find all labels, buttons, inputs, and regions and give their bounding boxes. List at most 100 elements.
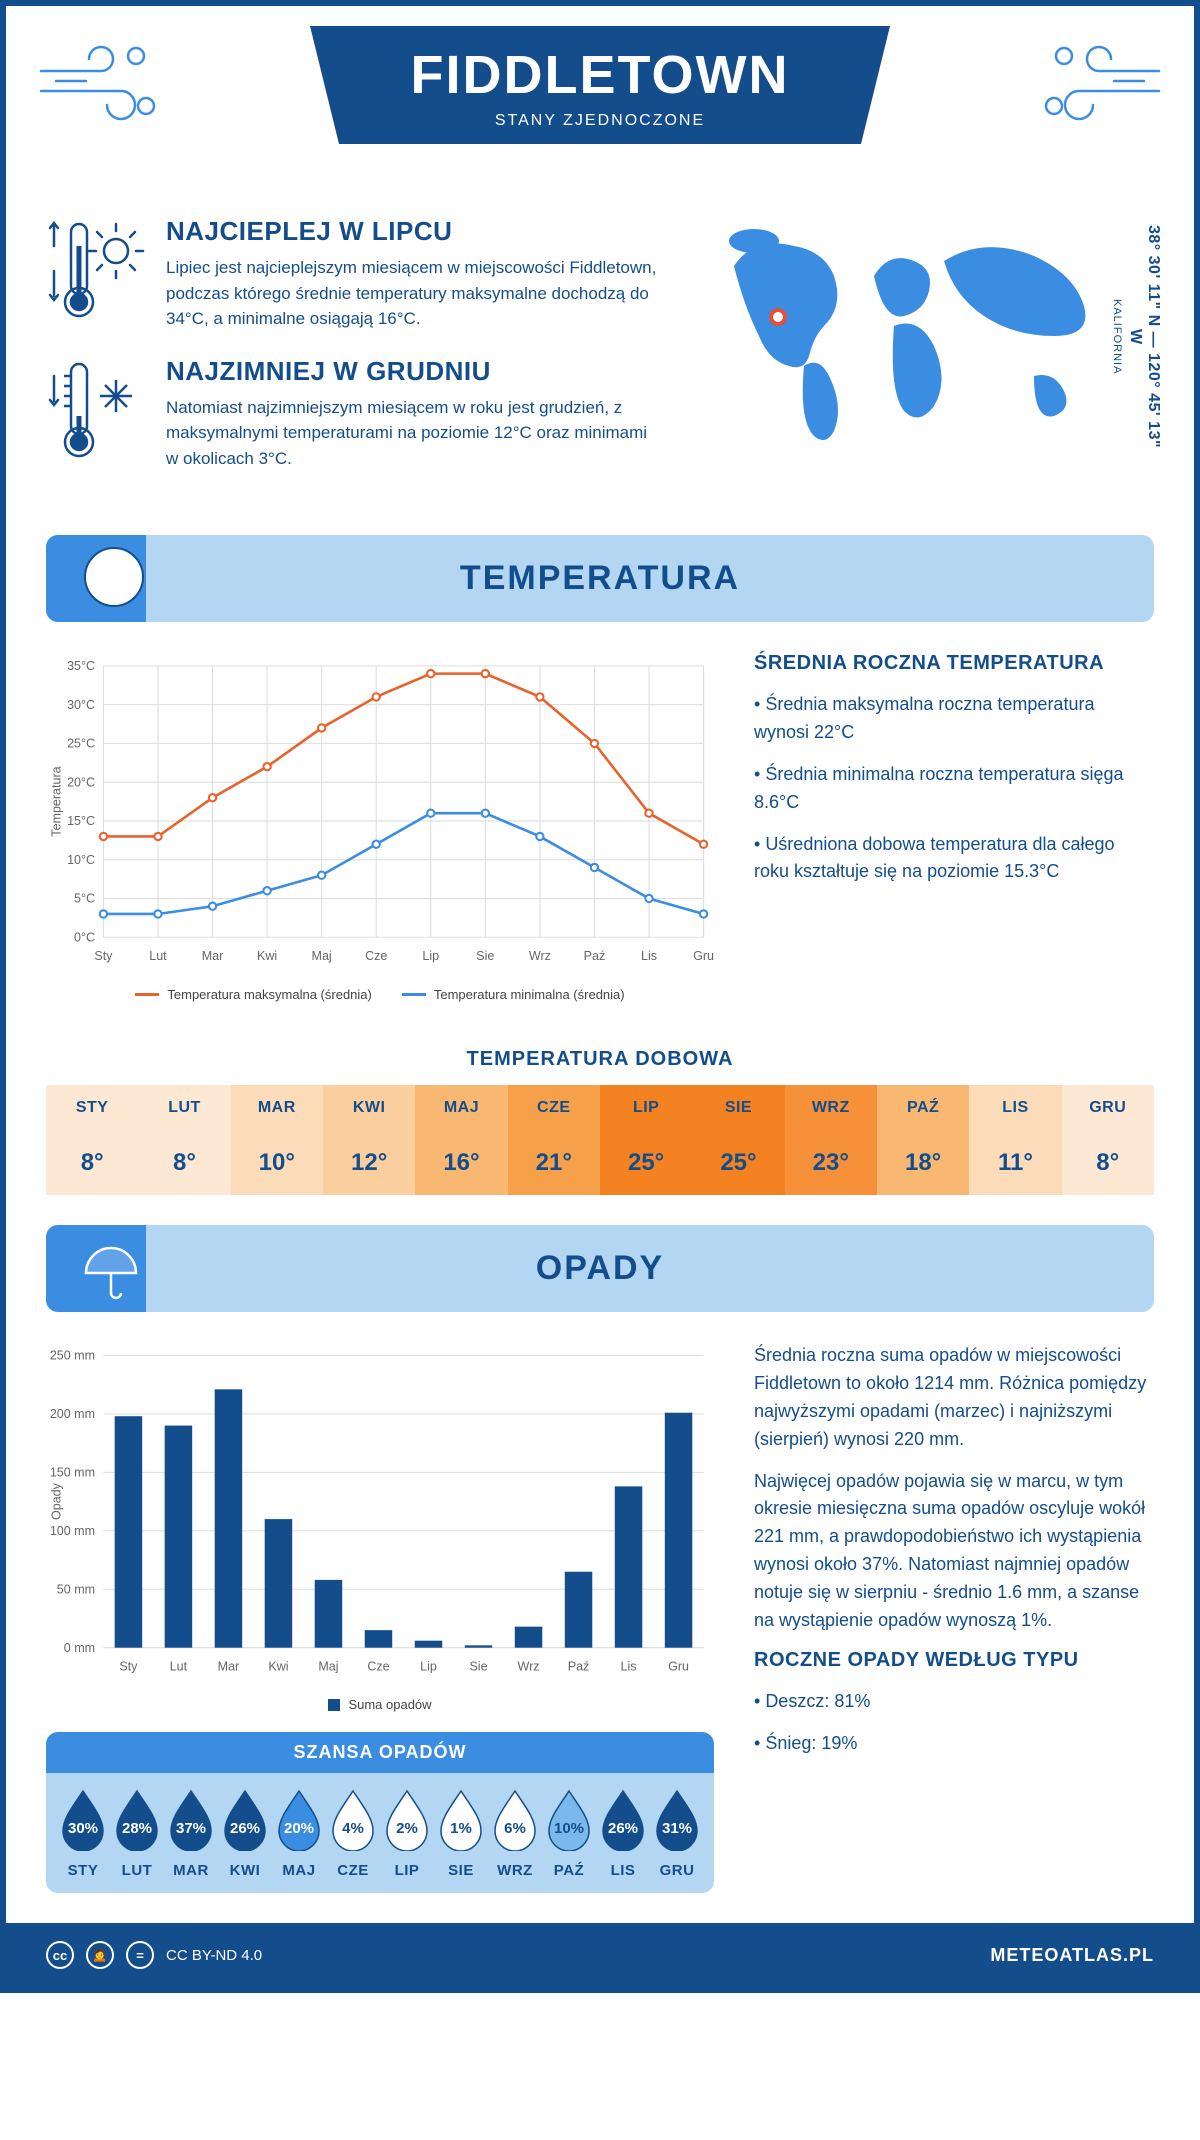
svg-text:Wrz: Wrz bbox=[518, 1660, 540, 1674]
precip-type-bullet: Śnieg: 19% bbox=[754, 1730, 1154, 1758]
svg-text:Paź: Paź bbox=[568, 1660, 590, 1674]
svg-text:0 mm: 0 mm bbox=[64, 1641, 95, 1655]
heat-cell: MAR10° bbox=[231, 1085, 323, 1195]
precip-type-bullets: Deszcz: 81% Śnieg: 19% bbox=[754, 1688, 1154, 1758]
temperature-legend: Temperatura maksymalna (średnia) Tempera… bbox=[46, 987, 714, 1002]
svg-text:20°C: 20°C bbox=[67, 775, 95, 789]
svg-text:Wrz: Wrz bbox=[529, 949, 551, 963]
svg-text:Lis: Lis bbox=[641, 949, 657, 963]
chance-title: SZANSA OPADÓW bbox=[56, 1742, 704, 1763]
precipitation-legend: Suma opadów bbox=[46, 1697, 714, 1712]
world-map bbox=[694, 216, 1114, 456]
svg-text:37%: 37% bbox=[176, 1820, 206, 1837]
coldest-block: NAJZIMNIEJ W GRUDNIU Natomiast najzimnie… bbox=[46, 356, 664, 472]
svg-text:Mar: Mar bbox=[202, 949, 224, 963]
temperature-info: ŚREDNIA ROCZNA TEMPERATURA Średnia maksy… bbox=[754, 652, 1154, 1002]
chance-drop: 30%STY bbox=[56, 1787, 110, 1879]
chance-drop: 37%MAR bbox=[164, 1787, 218, 1879]
svg-text:Lis: Lis bbox=[621, 1660, 637, 1674]
sun-icon bbox=[84, 547, 144, 607]
svg-text:Cze: Cze bbox=[367, 1660, 389, 1674]
svg-text:Maj: Maj bbox=[312, 949, 332, 963]
chance-drop: 10%PAŹ bbox=[542, 1787, 596, 1879]
chance-drop: 4%CZE bbox=[326, 1787, 380, 1879]
svg-text:Lip: Lip bbox=[420, 1660, 437, 1674]
intro-row: NAJCIEPLEJ W LIPCU Lipiec jest najcieple… bbox=[6, 216, 1194, 525]
hottest-body: Lipiec jest najcieplejszym miesiącem w m… bbox=[166, 255, 664, 332]
intro-right: 38° 30' 11" N — 120° 45' 13" W KALIFORNI… bbox=[694, 216, 1154, 495]
svg-text:Opady: Opady bbox=[50, 1482, 64, 1520]
svg-text:Gru: Gru bbox=[668, 1660, 689, 1674]
svg-text:Paź: Paź bbox=[584, 949, 606, 963]
footer-license: cc 🙍 = CC BY-ND 4.0 bbox=[46, 1941, 262, 1969]
precip-type-bullet: Deszcz: 81% bbox=[754, 1688, 1154, 1716]
temperature-content: 0°C5°C10°C15°C20°C25°C30°C35°CStyLutMarK… bbox=[6, 652, 1194, 1032]
heat-cell: KWI12° bbox=[323, 1085, 415, 1195]
umbrella-icon bbox=[76, 1233, 146, 1303]
thermometer-cold-icon bbox=[46, 356, 146, 466]
svg-text:Sty: Sty bbox=[119, 1660, 138, 1674]
chance-row: 30%STY28%LUT37%MAR26%KWI20%MAJ4%CZE2%LIP… bbox=[46, 1773, 714, 1893]
heat-cell: WRZ23° bbox=[785, 1085, 877, 1195]
coldest-title: NAJZIMNIEJ W GRUDNIU bbox=[166, 356, 664, 387]
heat-cell: SIE25° bbox=[692, 1085, 784, 1195]
svg-text:Gru: Gru bbox=[693, 949, 714, 963]
heat-cell: STY8° bbox=[46, 1085, 138, 1195]
coords-text: 38° 30' 11" N — 120° 45' 13" W bbox=[1127, 225, 1162, 448]
hottest-title: NAJCIEPLEJ W LIPCU bbox=[166, 216, 664, 247]
precip-type-title: ROCZNE OPADY WEDŁUG TYPU bbox=[754, 1649, 1154, 1672]
precipitation-content: 0 mm50 mm100 mm150 mm200 mm250 mmStyLutM… bbox=[6, 1342, 1194, 1923]
temp-bullet: Średnia minimalna roczna temperatura się… bbox=[754, 761, 1154, 817]
chance-drop: 28%LUT bbox=[110, 1787, 164, 1879]
footer: cc 🙍 = CC BY-ND 4.0 METEOATLAS.PL bbox=[6, 1923, 1194, 1987]
svg-text:4%: 4% bbox=[342, 1820, 364, 1837]
svg-text:Lut: Lut bbox=[149, 949, 167, 963]
intro-left: NAJCIEPLEJ W LIPCU Lipiec jest najcieple… bbox=[46, 216, 664, 495]
precip-para2: Najwięcej opadów pojawia się w marcu, w … bbox=[754, 1468, 1154, 1635]
temperature-chart-area: 0°C5°C10°C15°C20°C25°C30°C35°CStyLutMarK… bbox=[46, 652, 714, 1002]
coordinates: 38° 30' 11" N — 120° 45' 13" W KALIFORNI… bbox=[1108, 222, 1162, 452]
legend-max: Temperatura maksymalna (średnia) bbox=[167, 987, 371, 1002]
daily-temp-table: STY8°LUT8°MAR10°KWI12°MAJ16°CZE21°LIP25°… bbox=[46, 1085, 1154, 1195]
heat-cell: LIP25° bbox=[600, 1085, 692, 1195]
svg-text:30°C: 30°C bbox=[67, 698, 95, 712]
svg-text:5°C: 5°C bbox=[74, 892, 95, 906]
chance-drop: 26%LIS bbox=[596, 1787, 650, 1879]
temperature-banner: TEMPERATURA bbox=[46, 535, 1154, 622]
thermometer-hot-icon bbox=[46, 216, 146, 326]
svg-text:30%: 30% bbox=[68, 1820, 98, 1837]
temp-info-title: ŚREDNIA ROCZNA TEMPERATURA bbox=[754, 652, 1154, 675]
svg-text:25°C: 25°C bbox=[67, 737, 95, 751]
svg-text:0°C: 0°C bbox=[74, 930, 95, 944]
temp-bullet: Średnia maksymalna roczna temperatura wy… bbox=[754, 691, 1154, 747]
header: FIDDLETOWN STANY ZJEDNOCZONE bbox=[6, 6, 1194, 216]
svg-text:Mar: Mar bbox=[218, 1660, 240, 1674]
svg-text:Sie: Sie bbox=[476, 949, 494, 963]
precipitation-banner: OPADY bbox=[46, 1225, 1154, 1312]
precip-para1: Średnia roczna suma opadów w miejscowośc… bbox=[754, 1342, 1154, 1454]
svg-text:2%: 2% bbox=[396, 1820, 418, 1837]
svg-text:Kwi: Kwi bbox=[257, 949, 277, 963]
svg-text:Kwi: Kwi bbox=[268, 1660, 288, 1674]
title-banner: FIDDLETOWN STANY ZJEDNOCZONE bbox=[310, 26, 890, 144]
precipitation-bar-chart: 0 mm50 mm100 mm150 mm200 mm250 mmStyLutM… bbox=[46, 1342, 714, 1682]
chance-drop: 2%LIP bbox=[380, 1787, 434, 1879]
chance-drop: 20%MAJ bbox=[272, 1787, 326, 1879]
heat-cell: CZE21° bbox=[508, 1085, 600, 1195]
coldest-body: Natomiast najzimniejszym miesiącem w rok… bbox=[166, 395, 664, 472]
cc-icon: cc bbox=[46, 1941, 74, 1969]
svg-text:Temperatura: Temperatura bbox=[50, 766, 64, 836]
precipitation-info: Średnia roczna suma opadów w miejscowośc… bbox=[754, 1342, 1154, 1893]
svg-text:10°C: 10°C bbox=[67, 853, 95, 867]
svg-text:15°C: 15°C bbox=[67, 814, 95, 828]
chance-banner: SZANSA OPADÓW bbox=[46, 1732, 714, 1773]
coords-region: KALIFORNIA bbox=[1111, 299, 1123, 374]
svg-text:50 mm: 50 mm bbox=[57, 1582, 95, 1596]
temperature-heading: TEMPERATURA bbox=[66, 559, 1134, 598]
temp-bullets: Średnia maksymalna roczna temperatura wy… bbox=[754, 691, 1154, 886]
temp-bullet: Uśredniona dobowa temperatura dla całego… bbox=[754, 831, 1154, 887]
svg-text:26%: 26% bbox=[608, 1820, 638, 1837]
country-subtitle: STANY ZJEDNOCZONE bbox=[390, 112, 810, 130]
svg-text:100 mm: 100 mm bbox=[50, 1524, 95, 1538]
svg-text:150 mm: 150 mm bbox=[50, 1466, 95, 1480]
